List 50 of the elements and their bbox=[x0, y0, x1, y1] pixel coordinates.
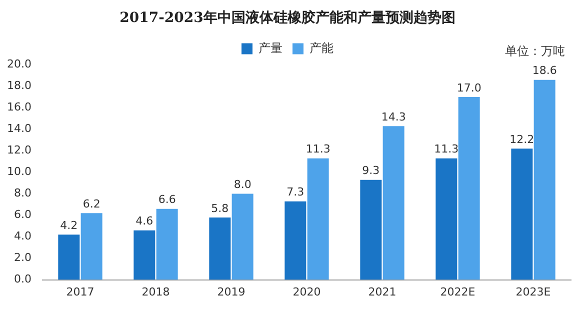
data-label: 7.3 bbox=[286, 186, 304, 199]
x-tick-label: 2019 bbox=[217, 285, 246, 298]
data-label: 12.2 bbox=[510, 133, 534, 146]
data-label: 4.2 bbox=[60, 219, 78, 232]
bar bbox=[209, 217, 231, 280]
bar bbox=[284, 201, 306, 280]
bar bbox=[307, 158, 329, 280]
bar bbox=[58, 234, 80, 280]
bar bbox=[360, 180, 382, 280]
bar bbox=[134, 230, 156, 280]
x-tick-label: 2023E bbox=[516, 285, 551, 298]
data-label: 6.2 bbox=[82, 198, 100, 211]
bar bbox=[534, 80, 556, 280]
y-tick-label: 20.0 bbox=[6, 58, 32, 71]
bar bbox=[511, 148, 533, 280]
data-label: 4.6 bbox=[136, 214, 154, 228]
bar bbox=[382, 126, 404, 280]
y-tick-label: 0.0 bbox=[14, 272, 32, 286]
y-tick-label: 16.0 bbox=[6, 100, 32, 114]
x-tick-label: 2017 bbox=[66, 285, 94, 298]
x-tick-label: 2018 bbox=[142, 285, 170, 298]
data-label: 11.3 bbox=[306, 142, 330, 156]
x-tick-label: 2021 bbox=[368, 285, 396, 298]
y-tick-label: 12.0 bbox=[6, 144, 32, 157]
data-label: 8.0 bbox=[234, 178, 252, 192]
bar bbox=[232, 194, 254, 280]
y-tick-label: 4.0 bbox=[14, 230, 32, 243]
bar bbox=[80, 213, 102, 280]
data-label: 9.3 bbox=[362, 164, 380, 178]
y-tick-label: 10.0 bbox=[6, 165, 32, 178]
text: 单位：万吨 bbox=[505, 44, 565, 58]
legend-label: 产量 bbox=[258, 40, 282, 55]
data-label: 18.6 bbox=[532, 64, 557, 78]
x-tick-label: 2022E bbox=[440, 285, 476, 298]
data-label: 6.6 bbox=[158, 193, 176, 206]
bar bbox=[156, 208, 178, 280]
y-tick-label: 14.0 bbox=[6, 122, 32, 136]
data-label: 14.3 bbox=[381, 110, 406, 124]
bar bbox=[458, 97, 480, 280]
y-tick-label: 8.0 bbox=[14, 186, 32, 200]
data-label: 17.0 bbox=[456, 81, 482, 94]
chart-title: 2017-2023年中国液体硅橡胶产能和产量预测趋势图 bbox=[120, 9, 456, 26]
bar bbox=[436, 158, 458, 280]
data-label: 5.8 bbox=[211, 202, 229, 215]
legend-label: 产能 bbox=[310, 40, 334, 55]
data-label: 11.3 bbox=[434, 142, 459, 156]
y-tick-label: 6.0 bbox=[14, 208, 32, 222]
x-tick-label: 2020 bbox=[292, 285, 321, 298]
y-tick-label: 18.0 bbox=[6, 79, 32, 92]
y-tick-label: 2.0 bbox=[14, 251, 32, 264]
